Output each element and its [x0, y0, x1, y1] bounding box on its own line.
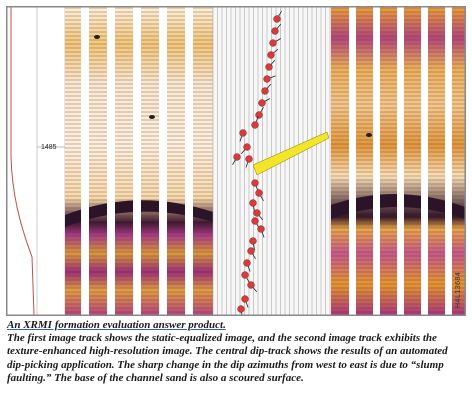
dip-tadpole [269, 38, 281, 47]
dip-tadpole [263, 75, 276, 83]
dip-tadpole [251, 179, 259, 192]
dip-tadpole [258, 98, 270, 107]
dip-tadpole [247, 247, 256, 259]
figure-id: H4L13684 [455, 271, 462, 308]
dip-tadpole [241, 295, 249, 308]
dip-tadpole [261, 83, 272, 95]
log-figure: 1485 [6, 6, 466, 316]
dip-tadpole [273, 11, 282, 23]
dip-tadpole [255, 107, 264, 119]
dip-tadpole [251, 116, 259, 129]
dip-tadpole [249, 199, 257, 212]
depth-label: 1485 [41, 144, 57, 151]
dip-tadpole [240, 143, 251, 155]
dip-tadpole [237, 305, 245, 315]
dip-tadpole [265, 59, 276, 71]
dip-tadpole [255, 189, 264, 201]
dip-tadpole [243, 259, 251, 272]
dip-tadpole [251, 217, 260, 229]
dip-track [212, 7, 331, 315]
dip-tadpole [245, 155, 253, 168]
dip-tadpole [253, 209, 264, 221]
caption-body: The first image track shows the static-e… [7, 332, 448, 384]
highlighted-dip-tadpole [252, 131, 330, 176]
curve-track [7, 7, 37, 315]
dip-tadpole [239, 129, 247, 142]
log-curve [10, 7, 35, 315]
depth-track: 1485 [36, 7, 66, 315]
dip-tadpole [249, 237, 257, 250]
dip-tadpole [267, 48, 279, 59]
dip-tadpole [241, 271, 250, 283]
dip-tadpole [257, 225, 265, 238]
dip-tadpole [271, 23, 282, 35]
image-track-static-equalized [65, 7, 213, 315]
dip-tadpole [232, 153, 241, 165]
dip-tadpole [247, 281, 258, 293]
caption: An XRMI formation evaluation answer prod… [7, 319, 465, 385]
image-track-texture-enhanced [331, 7, 465, 315]
caption-title: An XRMI formation evaluation answer prod… [7, 319, 226, 331]
